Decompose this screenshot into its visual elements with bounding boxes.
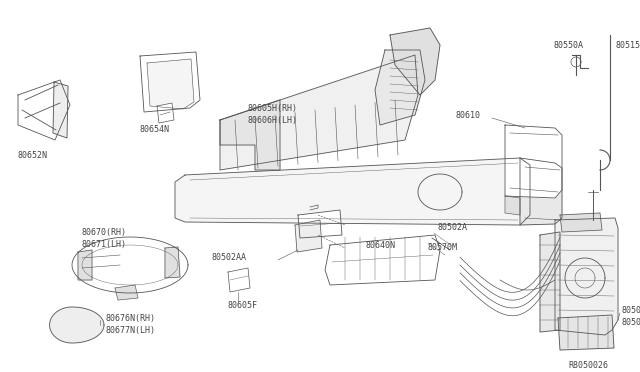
Text: 80610: 80610 [455, 110, 480, 119]
Text: 80677N(LH): 80677N(LH) [105, 326, 155, 334]
Polygon shape [220, 100, 280, 170]
Polygon shape [505, 125, 562, 198]
Polygon shape [147, 59, 194, 109]
Text: 80605H(RH): 80605H(RH) [248, 103, 298, 112]
Polygon shape [140, 52, 200, 112]
Polygon shape [50, 307, 104, 343]
Text: 80500(RH): 80500(RH) [622, 305, 640, 314]
Polygon shape [555, 218, 618, 335]
Polygon shape [325, 235, 440, 285]
Polygon shape [520, 158, 562, 225]
Polygon shape [390, 28, 440, 95]
Text: 80502AA: 80502AA [212, 253, 247, 263]
Text: 80676N(RH): 80676N(RH) [105, 314, 155, 323]
Polygon shape [115, 285, 138, 300]
Text: 80570M: 80570M [428, 244, 458, 253]
Polygon shape [157, 103, 174, 123]
Text: 80606H(LH): 80606H(LH) [248, 115, 298, 125]
Polygon shape [165, 247, 180, 278]
Text: 80654N: 80654N [140, 125, 170, 135]
Text: 80605F: 80605F [228, 301, 258, 310]
Polygon shape [540, 232, 560, 332]
Text: 80671(LH): 80671(LH) [82, 240, 127, 248]
Polygon shape [175, 158, 530, 225]
Text: 80502A: 80502A [438, 224, 468, 232]
Polygon shape [72, 237, 188, 293]
Polygon shape [560, 213, 602, 232]
Text: 80550A: 80550A [554, 41, 584, 49]
Polygon shape [298, 210, 342, 238]
Text: 80501(LH): 80501(LH) [622, 317, 640, 327]
Text: 80640N: 80640N [365, 241, 395, 250]
Polygon shape [228, 268, 250, 292]
Polygon shape [295, 220, 322, 252]
Polygon shape [375, 50, 425, 125]
Polygon shape [558, 315, 614, 350]
Text: 80670(RH): 80670(RH) [82, 228, 127, 237]
Text: 80652N: 80652N [18, 151, 48, 160]
Polygon shape [505, 196, 520, 215]
Text: 80515: 80515 [615, 41, 640, 49]
Polygon shape [53, 82, 68, 138]
Polygon shape [220, 55, 418, 170]
Polygon shape [18, 80, 70, 140]
Text: R8050026: R8050026 [568, 360, 608, 369]
Polygon shape [78, 250, 92, 280]
